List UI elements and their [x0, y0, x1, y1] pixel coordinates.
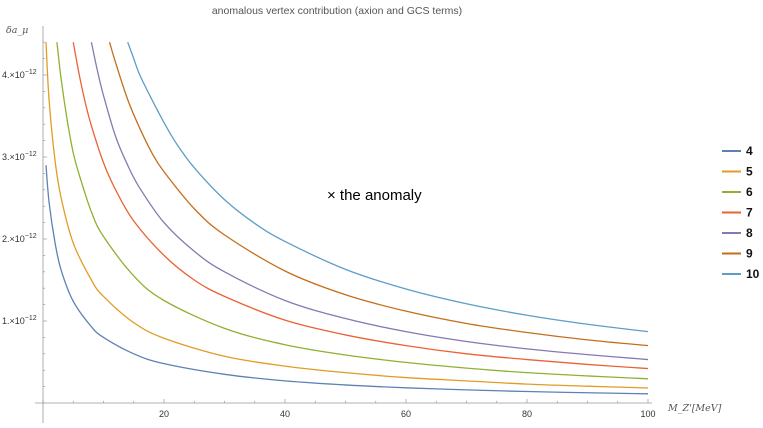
- y-axis-label: δa_μ: [6, 25, 28, 36]
- y-tick-label: 2.×10−12: [2, 233, 37, 244]
- y-tick-label: 3.×10−12: [2, 151, 37, 162]
- chart-title: anomalous vertex contribution (axion and…: [212, 5, 462, 17]
- legend-label-4: 4: [746, 144, 753, 158]
- legend-label-10: 10: [746, 267, 760, 281]
- legend: 4 5 6 7 8 9 10: [722, 144, 760, 281]
- y-tick-label: 1.×10−12: [2, 315, 37, 326]
- series-line-8: [90, 42, 649, 361]
- y-tick-label: 4.×10−12: [2, 69, 37, 80]
- series-line-5: [45, 42, 649, 389]
- legend-label-7: 7: [746, 206, 753, 220]
- series-line-9: [108, 42, 649, 347]
- legend-label-8: 8: [746, 226, 753, 240]
- series-line-7: [72, 42, 649, 370]
- x-tick-label: 80: [522, 409, 532, 419]
- x-tick-label: 60: [401, 409, 411, 419]
- series-line-10: [127, 41, 649, 333]
- legend-label-9: 9: [746, 247, 753, 261]
- curves: [45, 41, 649, 395]
- series-line-6: [56, 42, 649, 380]
- anomaly-annotation: × the anomaly: [327, 187, 422, 204]
- series-line-4: [45, 165, 649, 395]
- x-tick-label: 100: [640, 409, 655, 419]
- x-tick-label: 20: [159, 409, 169, 419]
- legend-label-6: 6: [746, 185, 753, 199]
- axes: 20 40 60 80 100 1.×10−12 2.×10−12 3.×10−12 4.×10…: [2, 26, 656, 423]
- x-axis-label: M_Z'[MeV]: [667, 403, 722, 414]
- annotation: × the anomaly: [327, 187, 422, 204]
- legend-label-5: 5: [746, 165, 753, 179]
- x-tick-label: 40: [280, 409, 290, 419]
